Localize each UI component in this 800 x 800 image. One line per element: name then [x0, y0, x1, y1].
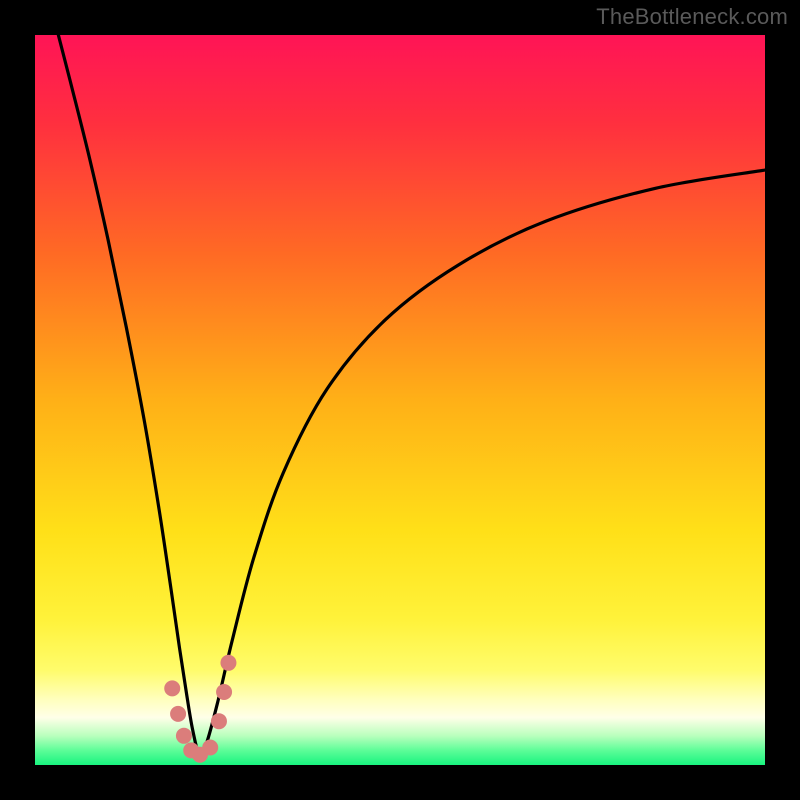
curve-marker	[220, 655, 236, 671]
curve-marker	[202, 739, 218, 755]
curve-marker	[211, 713, 227, 729]
curve-marker	[170, 706, 186, 722]
chart-container: TheBottleneck.com	[0, 0, 800, 800]
curve-marker	[176, 728, 192, 744]
watermark-label: TheBottleneck.com	[596, 4, 788, 30]
chart-background-gradient	[35, 35, 765, 765]
curve-marker	[164, 680, 180, 696]
curve-marker	[216, 684, 232, 700]
bottleneck-chart-svg	[0, 0, 800, 800]
